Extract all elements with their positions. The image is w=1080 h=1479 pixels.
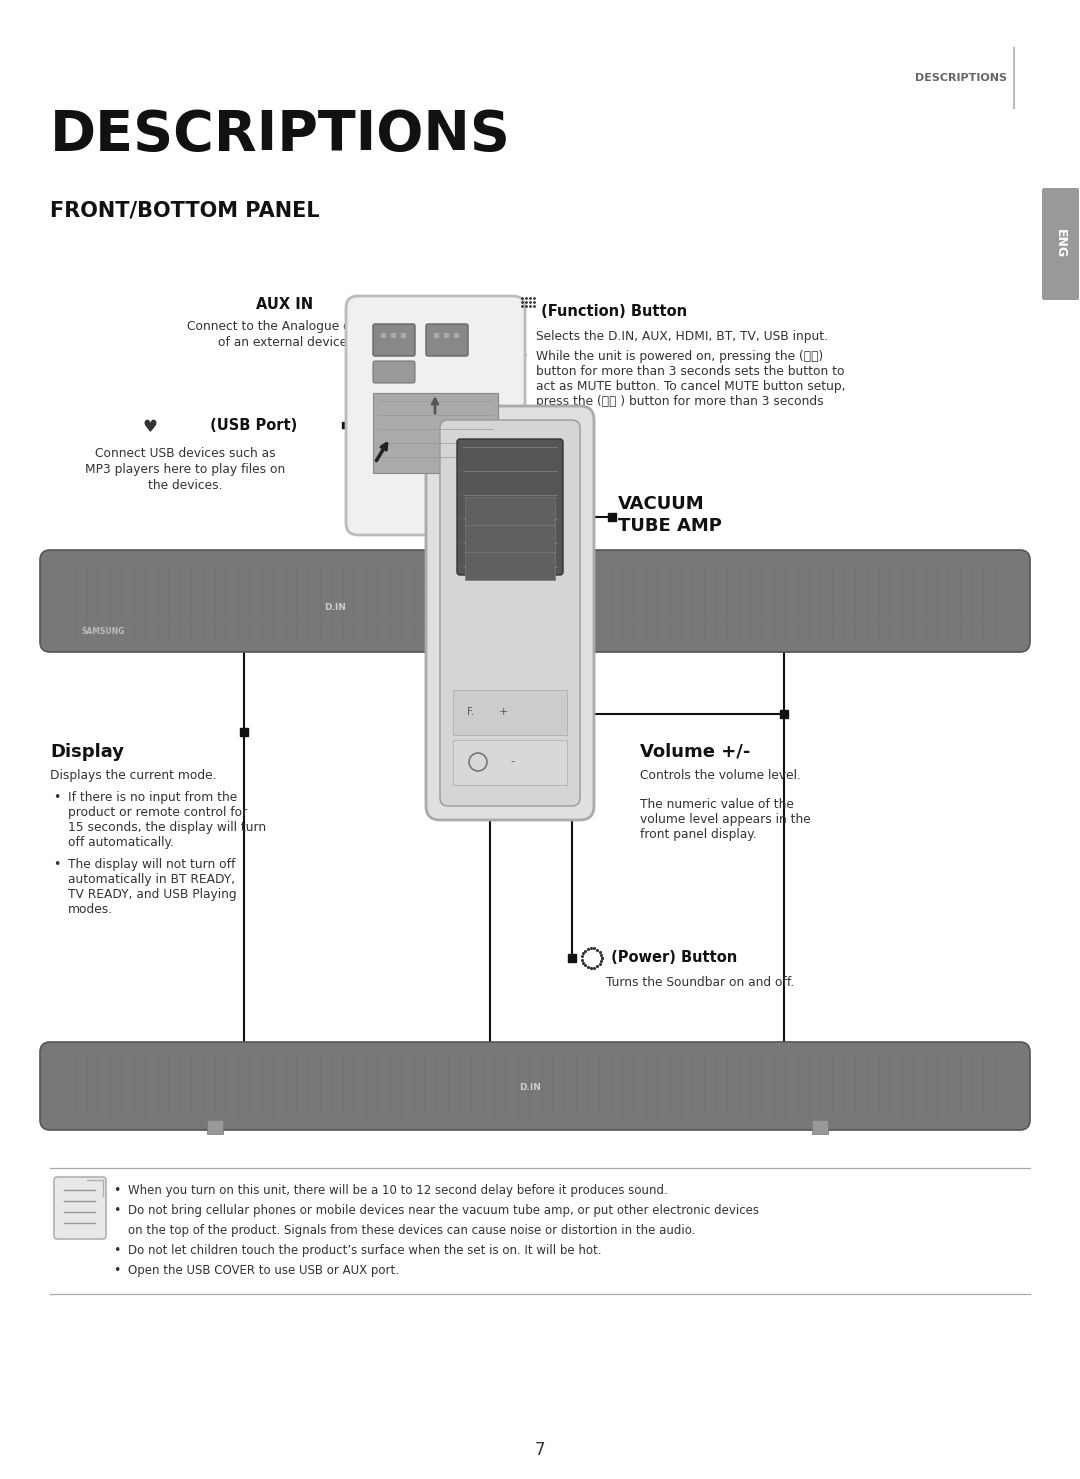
Bar <box>207 1120 222 1134</box>
Text: (Function) Button: (Function) Button <box>536 305 687 319</box>
Text: •: • <box>113 1265 120 1276</box>
Text: FRONT/BOTTOM PANEL: FRONT/BOTTOM PANEL <box>50 200 320 220</box>
Text: Do not let children touch the product’s surface when the set is on. It will be h: Do not let children touch the product’s … <box>129 1244 602 1257</box>
Text: D.IN: D.IN <box>324 603 346 612</box>
Bar <box>812 1120 828 1134</box>
Text: -: - <box>511 756 515 769</box>
Text: modes.: modes. <box>68 904 113 916</box>
FancyBboxPatch shape <box>457 439 563 575</box>
Text: (Power) Button: (Power) Button <box>606 951 738 966</box>
Text: SAMSUNG: SAMSUNG <box>82 627 125 636</box>
Text: Turns the Soundbar on and off.: Turns the Soundbar on and off. <box>606 976 794 989</box>
Text: D.IN: D.IN <box>519 1083 541 1092</box>
Text: •: • <box>53 858 60 871</box>
Text: AUX IN: AUX IN <box>256 297 313 312</box>
FancyBboxPatch shape <box>426 407 594 819</box>
Polygon shape <box>373 393 498 473</box>
Bar <box>453 691 567 735</box>
Text: on the top of the product. Signals from these devices can cause noise or distort: on the top of the product. Signals from … <box>129 1225 696 1236</box>
Text: •: • <box>113 1204 120 1217</box>
Text: act as MUTE button. To cancel MUTE button setup,: act as MUTE button. To cancel MUTE butto… <box>536 380 846 393</box>
Text: product or remote control for: product or remote control for <box>68 806 247 819</box>
Text: The display will not turn off: The display will not turn off <box>68 858 235 871</box>
Text: •: • <box>519 351 527 362</box>
Text: F.: F. <box>467 707 473 717</box>
FancyBboxPatch shape <box>40 550 1030 652</box>
Text: again.: again. <box>536 410 573 423</box>
Text: Connect to the Analogue output: Connect to the Analogue output <box>187 319 383 333</box>
Text: front panel display.: front panel display. <box>640 828 757 842</box>
Text: button for more than 3 seconds sets the button to: button for more than 3 seconds sets the … <box>536 365 845 379</box>
Text: VACUUM: VACUUM <box>618 495 704 513</box>
Text: 7: 7 <box>535 1441 545 1458</box>
Text: DESCRIPTIONS: DESCRIPTIONS <box>915 72 1007 83</box>
Bar <box>465 497 555 525</box>
FancyBboxPatch shape <box>54 1177 106 1239</box>
Text: of an external device.: of an external device. <box>218 336 352 349</box>
Text: +: + <box>498 707 508 717</box>
Text: Open the USB COVER to use USB or AUX port.: Open the USB COVER to use USB or AUX por… <box>129 1265 399 1276</box>
FancyBboxPatch shape <box>426 324 468 356</box>
Text: The numeric value of the: The numeric value of the <box>640 799 794 810</box>
Bar <box>465 552 555 580</box>
Text: If there is no input from the: If there is no input from the <box>68 791 238 805</box>
Text: automatically in BT READY,: automatically in BT READY, <box>68 873 235 886</box>
Text: the devices.: the devices. <box>148 479 222 493</box>
Text: Controls the volume level.: Controls the volume level. <box>640 769 801 782</box>
Text: MP3 players here to play files on: MP3 players here to play files on <box>85 463 285 476</box>
FancyBboxPatch shape <box>40 1043 1030 1130</box>
Bar <box>453 740 567 785</box>
Text: •: • <box>113 1244 120 1257</box>
Bar <box>465 525 555 553</box>
Text: While the unit is powered on, pressing the (⎕⎕): While the unit is powered on, pressing t… <box>536 351 827 362</box>
Text: When you turn on this unit, there will be a 10 to 12 second delay before it prod: When you turn on this unit, there will b… <box>129 1185 667 1197</box>
Text: Volume +/-: Volume +/- <box>640 742 751 762</box>
FancyBboxPatch shape <box>373 361 415 383</box>
FancyBboxPatch shape <box>373 324 415 356</box>
FancyBboxPatch shape <box>346 296 525 535</box>
Text: ENG: ENG <box>1053 229 1067 259</box>
Text: •: • <box>53 791 60 805</box>
Text: TV READY, and USB Playing: TV READY, and USB Playing <box>68 887 237 901</box>
Text: Do not bring cellular phones or mobile devices near the vacuum tube amp, or put : Do not bring cellular phones or mobile d… <box>129 1204 759 1217</box>
FancyBboxPatch shape <box>440 420 580 806</box>
Text: 15 seconds, the display will turn: 15 seconds, the display will turn <box>68 821 266 834</box>
Text: ♥: ♥ <box>143 419 158 436</box>
Text: DESCRIPTIONS: DESCRIPTIONS <box>50 108 511 163</box>
Text: Display: Display <box>50 742 124 762</box>
Text: volume level appears in the: volume level appears in the <box>640 813 811 825</box>
Text: TUBE AMP: TUBE AMP <box>618 518 721 535</box>
Text: (USB Port): (USB Port) <box>205 417 297 432</box>
Text: Displays the current mode.: Displays the current mode. <box>50 769 216 782</box>
Text: press the (⎕⎕ ) button for more than 3 seconds: press the (⎕⎕ ) button for more than 3 s… <box>536 395 824 408</box>
Text: Connect USB devices such as: Connect USB devices such as <box>95 447 275 460</box>
Text: •: • <box>113 1185 120 1197</box>
Text: off automatically.: off automatically. <box>68 836 174 849</box>
Text: Selects the D.IN, AUX, HDMI, BT, TV, USB input.: Selects the D.IN, AUX, HDMI, BT, TV, USB… <box>536 330 828 343</box>
FancyBboxPatch shape <box>1042 188 1079 300</box>
